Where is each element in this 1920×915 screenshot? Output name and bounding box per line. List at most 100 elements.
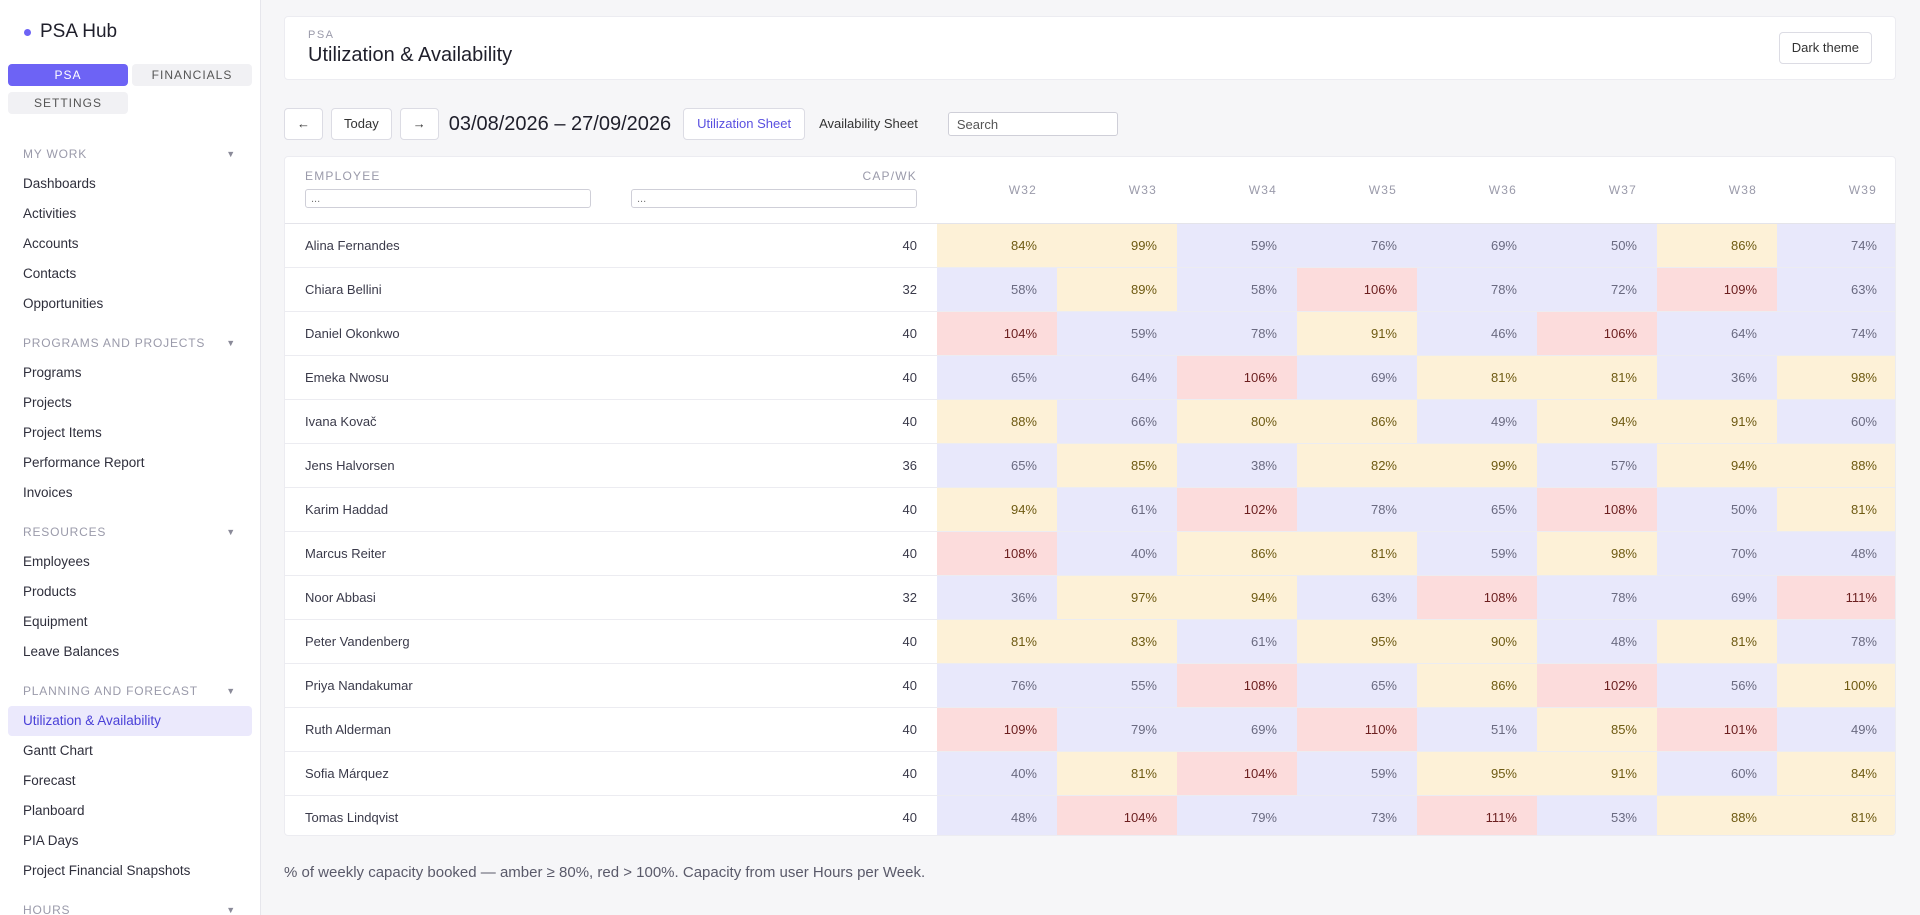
utilization-cell[interactable]: 81% [1417,355,1537,400]
column-header-week[interactable]: W35 [1297,157,1417,224]
employee-name[interactable]: Jens Halvorsen [285,443,611,488]
sidebar-item-accounts[interactable]: Accounts [23,236,79,251]
utilization-cell[interactable]: 65% [937,443,1057,488]
utilization-cell[interactable]: 89% [1057,267,1177,312]
employee-name[interactable]: Emeka Nwosu [285,355,611,400]
utilization-cell[interactable]: 78% [1777,619,1895,664]
utilization-cell[interactable]: 88% [937,399,1057,444]
utilization-cell[interactable]: 78% [1537,575,1657,620]
utilization-cell[interactable]: 83% [1057,619,1177,664]
utilization-cell[interactable]: 84% [1777,751,1895,796]
utilization-cell[interactable]: 94% [1657,443,1777,488]
employee-name[interactable]: Sofia Márquez [285,751,611,796]
sidebar-item-pia-days[interactable]: PIA Days [23,833,79,848]
utilization-cell[interactable]: 36% [1657,355,1777,400]
cap-filter-input[interactable] [631,189,917,208]
utilization-cell[interactable]: 78% [1297,487,1417,532]
utilization-cell[interactable]: 106% [1297,267,1417,312]
utilization-cell[interactable]: 48% [1777,531,1895,576]
utilization-cell[interactable]: 73% [1297,795,1417,835]
employee-name[interactable]: Ivana Kovač [285,399,611,444]
chevron-down-icon[interactable]: ▼ [226,149,236,159]
utilization-cell[interactable]: 78% [1177,311,1297,356]
utilization-cell[interactable]: 97% [1057,575,1177,620]
chevron-down-icon[interactable]: ▼ [226,527,236,537]
next-period-button[interactable]: → [399,108,439,140]
utilization-cell[interactable]: 61% [1177,619,1297,664]
utilization-cell[interactable]: 66% [1057,399,1177,444]
utilization-cell[interactable]: 61% [1057,487,1177,532]
mode-tab-financials[interactable]: FINANCIALS [132,64,252,86]
utilization-cell[interactable]: 59% [1057,311,1177,356]
utilization-cell[interactable]: 106% [1177,355,1297,400]
utilization-cell[interactable]: 56% [1657,663,1777,708]
utilization-cell[interactable]: 84% [937,223,1057,268]
utilization-cell[interactable]: 63% [1297,575,1417,620]
utilization-cell[interactable]: 94% [1177,575,1297,620]
utilization-cell[interactable]: 90% [1417,619,1537,664]
utilization-cell[interactable]: 69% [1297,355,1417,400]
sidebar-item-dashboards[interactable]: Dashboards [23,176,96,191]
utilization-cell[interactable]: 81% [1537,355,1657,400]
employee-name[interactable]: Noor Abbasi [285,575,611,620]
utilization-cell[interactable]: 69% [1417,223,1537,268]
utilization-cell[interactable]: 95% [1297,619,1417,664]
utilization-cell[interactable]: 99% [1417,443,1537,488]
utilization-cell[interactable]: 108% [1417,575,1537,620]
column-header-week[interactable]: W37 [1537,157,1657,224]
employee-name[interactable]: Tomas Lindqvist [305,809,399,825]
table-row[interactable]: Alina Fernandes 40 84% 99% 59% 76% 69% 50% 86% 74… [285,223,1895,268]
search-input[interactable] [947,112,1118,136]
column-header-week[interactable]: W39 [1777,157,1895,224]
today-button[interactable]: Today [331,108,392,140]
utilization-cell[interactable]: 99% [1057,223,1177,268]
utilization-cell[interactable]: 79% [1177,795,1297,835]
utilization-cell[interactable]: 53% [1537,795,1657,835]
utilization-cell[interactable]: 36% [937,575,1057,620]
utilization-cell[interactable]: 82% [1297,443,1417,488]
mode-tab-settings[interactable]: SETTINGS [8,92,128,114]
utilization-cell[interactable]: 94% [937,487,1057,532]
utilization-cell[interactable]: 74% [1777,223,1895,268]
utilization-cell[interactable]: 64% [1057,355,1177,400]
utilization-cell[interactable]: 48% [1537,619,1657,664]
tab-utilization-sheet[interactable]: Utilization Sheet [683,108,806,140]
utilization-cell[interactable]: 88% [1777,443,1895,488]
utilization-cell[interactable]: 55% [1057,663,1177,708]
sidebar-item-forecast[interactable]: Forecast [23,773,76,788]
nav-section-header[interactable]: MY WORK ▼ [8,139,252,169]
column-header-week[interactable]: W32 [937,157,1057,224]
chevron-down-icon[interactable]: ▼ [226,338,236,348]
sidebar-item-activities[interactable]: Activities [23,206,77,221]
utilization-cell[interactable]: 59% [1177,223,1297,268]
utilization-cell[interactable]: 81% [937,619,1057,664]
column-label-cap[interactable]: CAP/WK [862,169,917,183]
chevron-down-icon[interactable]: ▼ [226,686,236,696]
utilization-cell[interactable]: 40% [1057,531,1177,576]
utilization-cell[interactable]: 74% [1777,311,1895,356]
utilization-cell[interactable]: 98% [1777,355,1895,400]
employee-filter-input[interactable] [305,189,591,208]
utilization-cell[interactable]: 80% [1177,399,1297,444]
utilization-cell[interactable]: 91% [1537,751,1657,796]
utilization-cell[interactable]: 60% [1657,751,1777,796]
employee-name[interactable]: Alina Fernandes [285,223,611,268]
sidebar-item-planboard[interactable]: Planboard [23,803,85,818]
utilization-cell[interactable]: 64% [1657,311,1777,356]
utilization-cell[interactable]: 76% [937,663,1057,708]
utilization-cell[interactable]: 49% [1417,399,1537,444]
sidebar-item-utilization-availability[interactable]: Utilization & Availability [8,706,252,736]
sidebar-item-project-items[interactable]: Project Items [23,425,102,440]
utilization-cell[interactable]: 69% [1177,707,1297,752]
utilization-cell[interactable]: 86% [1297,399,1417,444]
utilization-cell[interactable]: 63% [1777,267,1895,312]
table-row[interactable]: Marcus Reiter 40 108% 40% 86% 81% 59% 98% 70% 48% [285,531,1895,576]
utilization-cell[interactable]: 111% [1777,575,1895,620]
utilization-cell[interactable]: 60% [1777,399,1895,444]
utilization-cell[interactable]: 85% [1057,443,1177,488]
utilization-cell[interactable]: 58% [937,267,1057,312]
sidebar-item-projects[interactable]: Projects [23,395,72,410]
sidebar-item-leave-balances[interactable]: Leave Balances [23,644,120,659]
table-row[interactable]: Tomas Lindqvist 40 48% 104% 79% 73% 111% 53% 88%… [285,795,1895,835]
utilization-cell[interactable]: 48% [937,795,1057,835]
